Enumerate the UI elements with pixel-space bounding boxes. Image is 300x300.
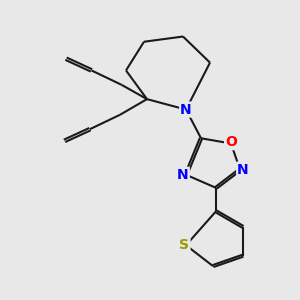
Text: N: N <box>177 168 189 182</box>
Text: S: S <box>179 238 190 252</box>
Text: N: N <box>237 163 249 177</box>
Text: N: N <box>180 103 192 117</box>
Text: O: O <box>225 135 237 149</box>
